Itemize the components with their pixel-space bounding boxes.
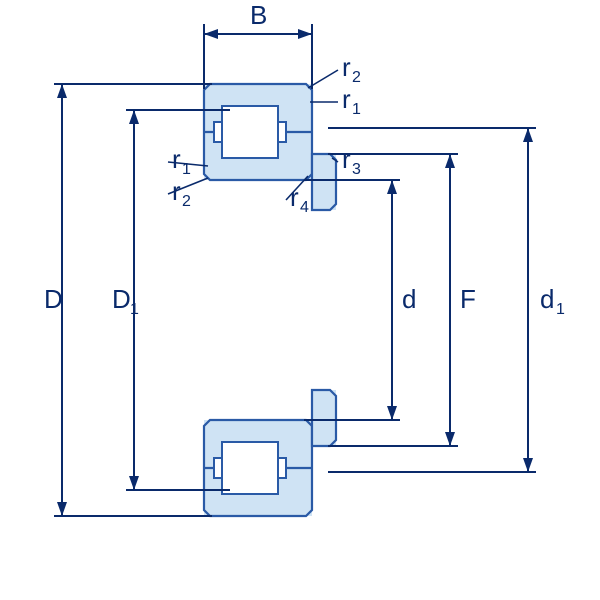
label-r1left: r (172, 144, 181, 174)
label-r2top: r (342, 52, 351, 82)
roller (222, 442, 278, 494)
label-F: F (460, 284, 476, 314)
label-r2top-sub: 2 (352, 69, 361, 86)
label-r4-sub: 4 (300, 199, 309, 216)
label-d1-sub: 1 (556, 301, 565, 318)
label-d: d (402, 284, 416, 314)
label-r1left-sub: 1 (182, 161, 191, 178)
label-r1top: r (342, 84, 351, 114)
label-D: D (44, 284, 63, 314)
label-r2left: r (172, 176, 181, 206)
label-d1: d (540, 284, 554, 314)
roller (222, 106, 278, 158)
label-B: B (250, 0, 267, 30)
label-r3: r (342, 144, 351, 174)
label-D1-sub: 1 (130, 301, 139, 318)
label-r2left-sub: 2 (182, 193, 191, 210)
label-r4: r (290, 182, 299, 212)
label-r3-sub: 3 (352, 161, 361, 178)
label-D1: D (112, 284, 131, 314)
label-r1top-sub: 1 (352, 101, 361, 118)
